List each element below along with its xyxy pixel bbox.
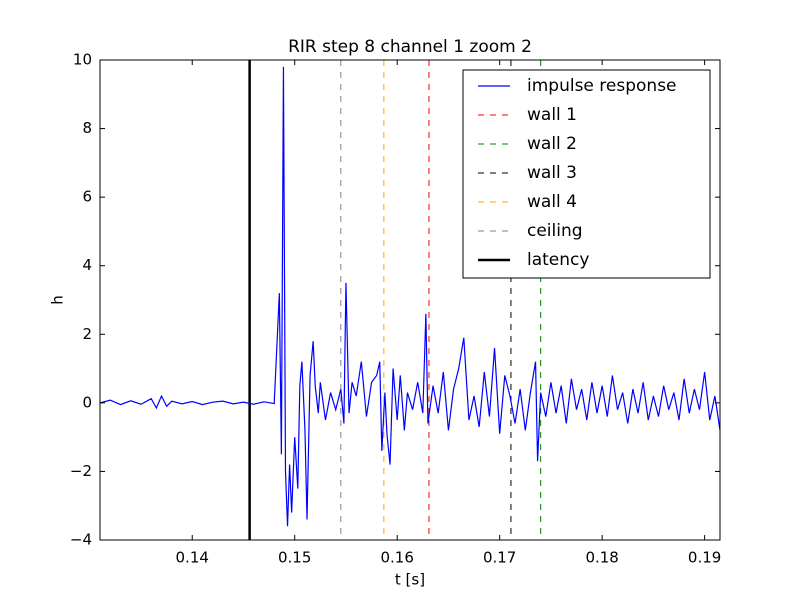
legend-label: wall 3 [527, 163, 577, 183]
legend-label: wall 1 [527, 105, 577, 125]
legend-box [462, 69, 711, 279]
legend-label: wall 4 [527, 192, 577, 212]
y-tick-label: 6 [82, 188, 92, 206]
chart-title: RIR step 8 channel 1 zoom 2 [288, 37, 532, 57]
y-tick-label: 8 [82, 119, 92, 137]
x-tick-label: 0.16 [380, 549, 413, 567]
x-tick-label: 0.15 [278, 549, 311, 567]
y-tick-label: −4 [70, 531, 92, 549]
x-tick-label: 0.17 [483, 549, 516, 567]
x-axis-label: t [s] [395, 571, 425, 589]
x-tick-label: 0.19 [688, 549, 721, 567]
y-axis-label: h [49, 295, 67, 305]
plot-area [100, 60, 720, 540]
y-tick-label: 10 [73, 51, 92, 69]
y-tick-label: −2 [70, 462, 92, 480]
plot-frame [99, 59, 721, 541]
legend-label: latency [527, 250, 589, 270]
x-tick-label: 0.14 [176, 549, 209, 567]
legend-label: wall 2 [527, 134, 577, 154]
legend-label: ceiling [527, 221, 583, 241]
y-tick-label: 2 [82, 325, 92, 343]
y-tick-label: 0 [82, 393, 92, 411]
legend-label: impulse response [527, 76, 677, 96]
x-tick-label: 0.18 [585, 549, 618, 567]
legend: impulse response wall 1 wall 2 wall 3 wall 4… [462, 69, 711, 279]
line-series [100, 66, 720, 527]
y-tick-label: 4 [82, 256, 92, 274]
